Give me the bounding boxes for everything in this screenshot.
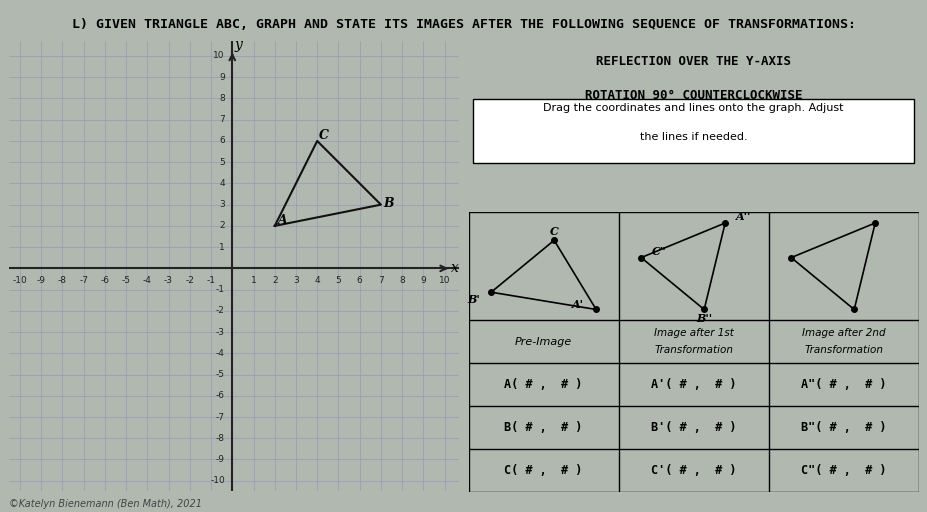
Text: 7: 7 bbox=[377, 276, 384, 285]
Text: 4: 4 bbox=[219, 179, 224, 188]
Text: B( # ,  # ): B( # , # ) bbox=[504, 421, 582, 434]
Text: y: y bbox=[235, 38, 242, 52]
Text: 9: 9 bbox=[420, 276, 425, 285]
Text: B'': B'' bbox=[695, 313, 712, 324]
Text: 1: 1 bbox=[219, 243, 224, 251]
Text: C"( # ,  # ): C"( # , # ) bbox=[800, 464, 885, 477]
Text: -3: -3 bbox=[216, 328, 224, 336]
Text: 2: 2 bbox=[219, 221, 224, 230]
Text: ©Katelyn Bienemann (Ben Math), 2021: ©Katelyn Bienemann (Ben Math), 2021 bbox=[9, 499, 202, 509]
Text: -4: -4 bbox=[216, 349, 224, 358]
Text: 4: 4 bbox=[314, 276, 320, 285]
Text: -6: -6 bbox=[216, 391, 224, 400]
Text: -5: -5 bbox=[216, 370, 224, 379]
Text: -2: -2 bbox=[216, 306, 224, 315]
Text: -1: -1 bbox=[207, 276, 215, 285]
Text: 9: 9 bbox=[219, 73, 224, 82]
Text: B"( # ,  # ): B"( # , # ) bbox=[800, 421, 885, 434]
Text: A'': A'' bbox=[735, 211, 750, 222]
Text: A': A' bbox=[572, 298, 583, 310]
Text: L) GIVEN TRIANGLE ABC, GRAPH AND STATE ITS IMAGES AFTER THE FOLLOWING SEQUENCE O: L) GIVEN TRIANGLE ABC, GRAPH AND STATE I… bbox=[72, 18, 855, 31]
Text: B': B' bbox=[466, 294, 479, 305]
Text: -5: -5 bbox=[121, 276, 131, 285]
Text: 3: 3 bbox=[219, 200, 224, 209]
Text: -6: -6 bbox=[100, 276, 109, 285]
FancyBboxPatch shape bbox=[473, 99, 913, 162]
Text: -8: -8 bbox=[216, 434, 224, 443]
Text: B: B bbox=[383, 197, 393, 210]
Text: Transformation: Transformation bbox=[654, 345, 732, 355]
Text: 10: 10 bbox=[213, 52, 224, 60]
Text: 10: 10 bbox=[438, 276, 450, 285]
Text: A: A bbox=[277, 214, 287, 227]
Text: 2: 2 bbox=[272, 276, 277, 285]
Text: 6: 6 bbox=[219, 136, 224, 145]
Text: -2: -2 bbox=[185, 276, 194, 285]
Text: -4: -4 bbox=[143, 276, 152, 285]
Text: 7: 7 bbox=[219, 115, 224, 124]
Text: Image after 2nd: Image after 2nd bbox=[801, 328, 884, 338]
Text: Pre-Image: Pre-Image bbox=[514, 337, 572, 347]
Text: B'( # ,  # ): B'( # , # ) bbox=[650, 421, 736, 434]
Text: C": C" bbox=[651, 246, 666, 257]
Text: -7: -7 bbox=[216, 413, 224, 421]
Text: x: x bbox=[451, 261, 459, 275]
Text: A"( # ,  # ): A"( # , # ) bbox=[800, 378, 885, 391]
Text: A( # ,  # ): A( # , # ) bbox=[504, 378, 582, 391]
Text: Drag the coordinates and lines onto the graph. Adjust: Drag the coordinates and lines onto the … bbox=[543, 103, 843, 113]
Text: -7: -7 bbox=[79, 276, 88, 285]
Text: -9: -9 bbox=[216, 455, 224, 464]
Text: Transformation: Transformation bbox=[804, 345, 883, 355]
Text: 6: 6 bbox=[356, 276, 362, 285]
Text: -10: -10 bbox=[12, 276, 27, 285]
Text: Image after 1st: Image after 1st bbox=[653, 328, 733, 338]
Text: A'( # ,  # ): A'( # , # ) bbox=[650, 378, 736, 391]
Text: 8: 8 bbox=[399, 276, 404, 285]
Text: 5: 5 bbox=[336, 276, 341, 285]
Text: REFLECTION OVER THE Y-AXIS: REFLECTION OVER THE Y-AXIS bbox=[595, 55, 791, 68]
Text: C( # ,  # ): C( # , # ) bbox=[504, 464, 582, 477]
Text: C: C bbox=[319, 129, 329, 142]
Text: C'( # ,  # ): C'( # , # ) bbox=[650, 464, 736, 477]
Text: the lines if needed.: the lines if needed. bbox=[640, 132, 746, 142]
Text: -9: -9 bbox=[36, 276, 45, 285]
Text: 5: 5 bbox=[219, 158, 224, 167]
Text: 3: 3 bbox=[293, 276, 298, 285]
Text: ROTATION 90° COUNTERCLOCKWISE: ROTATION 90° COUNTERCLOCKWISE bbox=[584, 89, 802, 102]
Text: 8: 8 bbox=[219, 94, 224, 103]
Text: -3: -3 bbox=[164, 276, 172, 285]
Text: -10: -10 bbox=[210, 476, 224, 485]
Text: C: C bbox=[549, 226, 558, 237]
Text: -1: -1 bbox=[216, 285, 224, 294]
Text: -8: -8 bbox=[57, 276, 67, 285]
Text: 1: 1 bbox=[250, 276, 256, 285]
